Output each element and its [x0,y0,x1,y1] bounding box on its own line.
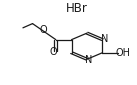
Text: OH: OH [115,48,130,58]
Text: N: N [85,54,92,65]
Text: O: O [50,47,58,57]
Text: HBr: HBr [66,2,88,15]
Text: O: O [40,25,48,35]
Text: N: N [101,34,108,44]
